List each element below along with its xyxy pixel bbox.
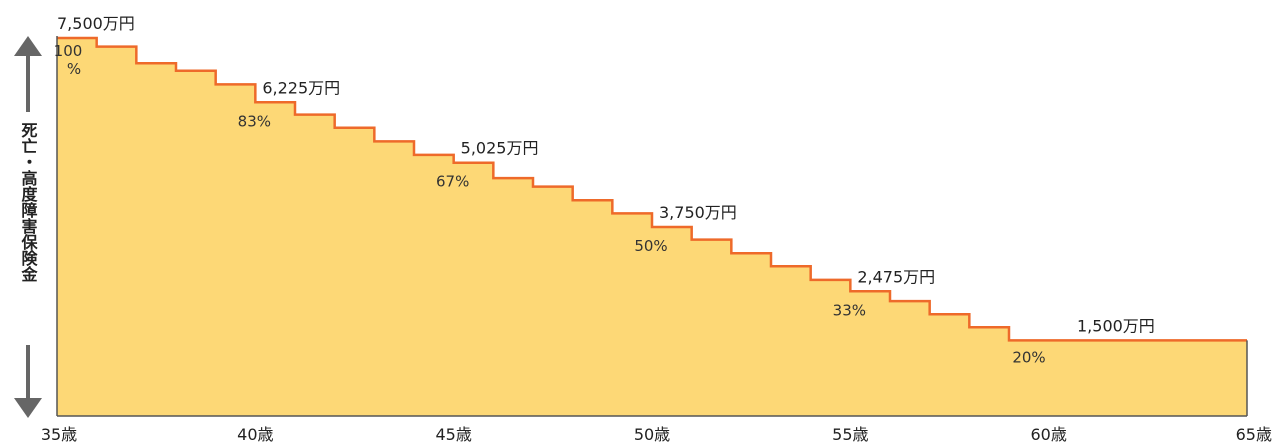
x-tick-label: 45歳 xyxy=(435,425,471,444)
x-axis-ticks: 35歳 40歳 45歳 50歳 55歳 60歳 65歳 xyxy=(41,425,1272,444)
x-tick-label: 65歳 xyxy=(1236,425,1272,444)
x-tick-label: 50歳 xyxy=(634,425,670,444)
amount-label: 5,025万円 xyxy=(461,139,539,158)
amount-label: 6,225万円 xyxy=(262,78,340,97)
amount-label: 1,500万円 xyxy=(1077,316,1155,335)
y-axis-label: 死亡・高度障害保険金 xyxy=(19,122,39,282)
plot-area xyxy=(56,36,1248,417)
percent-label: 33% xyxy=(833,301,866,319)
x-tick-label: 55歳 xyxy=(832,425,868,444)
annotation-labels: 7,500万円 100 % 6,225万円 83% 5,025万円 67% 3,750万円 50… xyxy=(54,14,1155,366)
step-line xyxy=(57,36,1247,342)
percent-label: 83% xyxy=(238,112,271,130)
y-arrow-down-head xyxy=(14,398,42,418)
x-tick-label: 35歳 xyxy=(41,425,77,444)
amount-label: 3,750万円 xyxy=(659,203,737,222)
percent-label: 67% xyxy=(436,173,469,191)
percent-label: 20% xyxy=(1012,348,1045,366)
percent-label: 100% xyxy=(54,42,83,78)
y-axis-arrow: 死亡・高度障害保険金 xyxy=(14,36,42,418)
y-arrow-up-head xyxy=(14,36,42,56)
percent-label: 50% xyxy=(634,237,667,255)
amount-label: 7,500万円 xyxy=(57,14,135,33)
x-tick-label: 40歳 xyxy=(237,425,273,444)
x-tick-label: 60歳 xyxy=(1030,425,1066,444)
amount-label: 2,475万円 xyxy=(857,267,935,286)
